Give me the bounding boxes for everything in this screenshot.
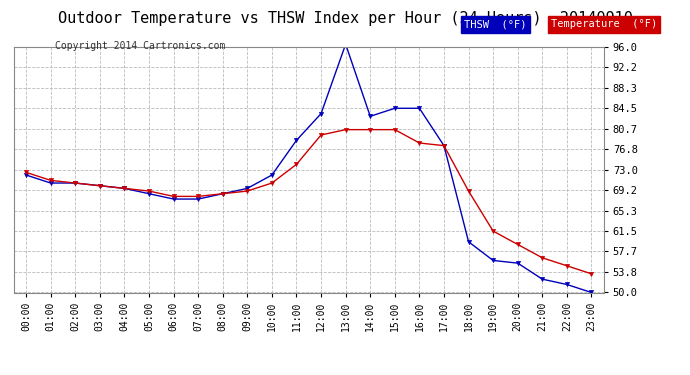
Text: Outdoor Temperature vs THSW Index per Hour (24 Hours)  20140910: Outdoor Temperature vs THSW Index per Ho… [57, 11, 633, 26]
Text: THSW  (°F): THSW (°F) [464, 20, 526, 29]
Text: Copyright 2014 Cartronics.com: Copyright 2014 Cartronics.com [55, 41, 226, 51]
Text: Temperature  (°F): Temperature (°F) [551, 20, 657, 29]
